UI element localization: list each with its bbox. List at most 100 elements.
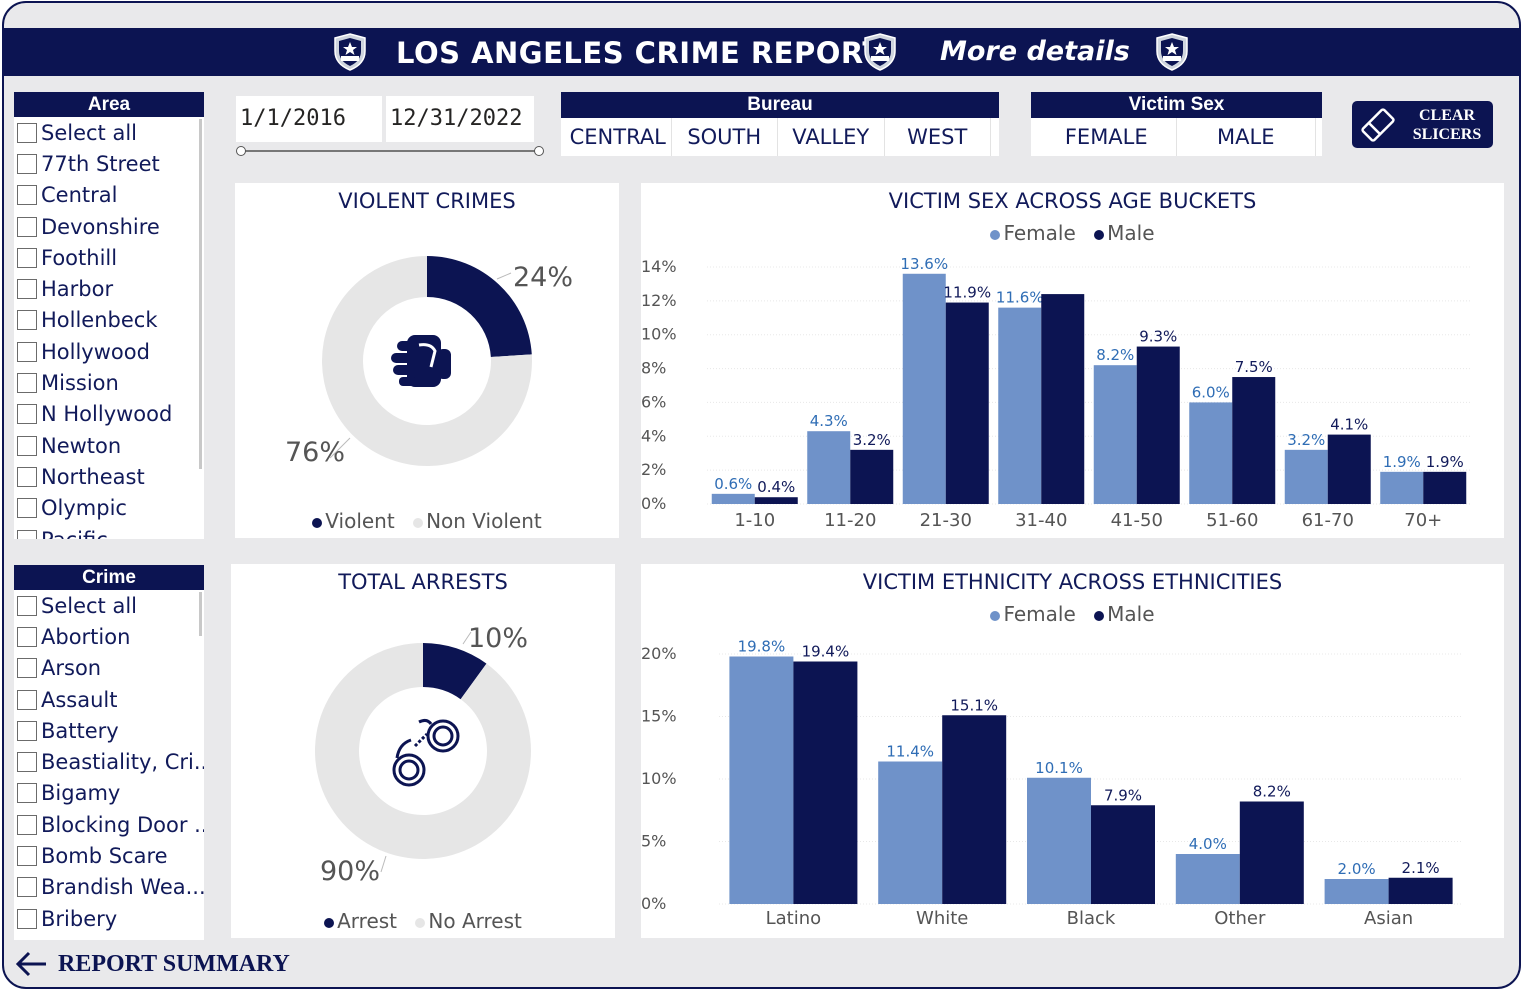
slicer-item[interactable]: Bigamy [14,778,204,809]
slicer-item[interactable]: Bomb Scare [14,840,204,871]
slicer-item[interactable]: Select all [14,590,204,621]
bar-female [1175,854,1240,904]
checkbox[interactable] [17,658,37,679]
slicer-item-label: Bomb Scare [41,844,168,869]
slicer-item[interactable]: Olympic [14,493,204,524]
end-date-input[interactable]: 12/31/2022 [386,96,534,142]
slicer-item[interactable]: Assault [14,684,204,715]
checkbox[interactable] [17,122,37,143]
eraser-icon [1361,108,1395,142]
checkbox[interactable] [17,498,37,519]
police-badge-icon [864,33,896,71]
slicer-item[interactable]: Newton [14,430,204,461]
checkbox[interactable] [17,626,37,647]
checkbox[interactable] [17,689,37,710]
slicer-item[interactable]: Foothill [14,242,204,273]
donut-slice-primary [423,643,487,700]
slicer-option[interactable]: WEST [885,118,991,156]
legend-arrest-label: Arrest [337,909,398,933]
report-summary-link[interactable]: REPORT SUMMARY [14,950,290,978]
y-tick-label: 0% [641,894,666,913]
slicer-item[interactable]: Hollywood [14,336,204,367]
checkbox[interactable] [17,595,37,616]
slicer-item-label: Battery [41,718,119,743]
x-tick-label: 21-30 [920,510,972,531]
legend-female: Female [990,602,1076,626]
data-label: 3.2% [1287,431,1325,449]
slicer-option[interactable]: VALLEY [778,118,885,156]
checkbox[interactable] [17,720,37,741]
slicer-item[interactable]: Arson [14,653,204,684]
slicer-option[interactable]: CENTRAL [565,118,672,156]
checkbox[interactable] [17,877,37,898]
slicer-item-label: Harbor [41,277,114,302]
checkbox[interactable] [17,373,37,394]
slicer-item[interactable]: Abortion [14,621,204,652]
checkbox[interactable] [17,216,37,237]
checkbox[interactable] [17,153,37,174]
y-tick-label: 8% [641,359,666,378]
checkbox[interactable] [17,310,37,331]
bar-female [729,656,794,904]
report-summary-label: REPORT SUMMARY [58,950,290,977]
age-chart-title: VICTIM SEX ACROSS AGE BUCKETS [888,189,1257,213]
age-buckets-card: VICTIM SEX ACROSS AGE BUCKETS Female Mal… [641,183,1504,538]
police-badge-icon [1156,33,1188,71]
victim-sex-slicer: Victim Sex FEMALE MALE [1031,92,1322,156]
area-scrollbar[interactable] [199,119,202,469]
checkbox[interactable] [17,435,37,456]
area-slicer-title: Area [14,92,204,117]
bar-female [1093,365,1137,504]
checkbox[interactable] [17,341,37,362]
slicer-item[interactable]: Blocking Door ... [14,809,204,840]
slicer-item[interactable]: Select all [14,117,204,148]
x-tick-label: 31-40 [1015,510,1067,531]
checkbox[interactable] [17,404,37,425]
slicer-option[interactable]: FEMALE [1037,118,1177,156]
date-slider-end-handle[interactable] [534,146,544,156]
slicer-item-label: Select all [41,120,137,145]
slicer-item[interactable]: Brandish Wea... [14,872,204,903]
checkbox[interactable] [17,247,37,268]
data-label: 4.1% [1330,416,1368,434]
slicer-item[interactable]: Central [14,180,204,211]
slicer-item[interactable]: Beastiality, Cri... [14,746,204,777]
data-label: 19.8% [738,638,786,656]
checkbox[interactable] [17,814,37,835]
checkbox[interactable] [17,185,37,206]
slicer-item[interactable]: Harbor [14,273,204,304]
crime-slicer: Crime Select all Abortion Arson Assault Batt… [14,565,204,940]
checkbox[interactable] [17,908,37,929]
checkbox[interactable] [17,783,37,804]
victim-sex-options: FEMALE MALE [1031,118,1322,156]
slicer-option[interactable]: MALE [1177,118,1316,156]
crime-scrollbar[interactable] [199,592,202,636]
slicer-item[interactable]: Northeast [14,461,204,492]
more-details-link[interactable]: More details [940,36,1130,67]
data-label: 0.6% [714,475,752,493]
slicer-item[interactable]: Hollenbeck [14,305,204,336]
checkbox[interactable] [17,529,37,539]
date-slider-start-handle[interactable] [236,146,246,156]
checkbox[interactable] [17,752,37,773]
checkbox[interactable] [17,279,37,300]
checkbox[interactable] [17,846,37,867]
start-date-input[interactable]: 1/1/2016 [236,96,382,142]
date-range-slider[interactable] [241,150,539,152]
donut-leader-line [329,437,351,459]
slicer-item[interactable]: Mission [14,367,204,398]
slicer-item[interactable]: Pacific [14,524,204,539]
data-label: 11.6% [996,289,1044,307]
slicer-option[interactable]: SOUTH [672,118,778,156]
total-arrests-title: TOTAL ARRESTS [338,570,508,594]
slicer-item[interactable]: Bribery [14,903,204,934]
slicer-item[interactable]: 77th Street [14,148,204,179]
clear-slicers-button[interactable]: CLEAR SLICERS [1352,101,1493,148]
slicer-item[interactable]: Battery [14,715,204,746]
slicer-item[interactable]: Devonshire [14,211,204,242]
slicer-item[interactable]: N Hollywood [14,399,204,430]
checkbox[interactable] [17,466,37,487]
slicer-item-label: Abortion [41,624,131,649]
slicer-item-label: Olympic [41,496,127,521]
x-tick-label: Latino [766,908,822,929]
